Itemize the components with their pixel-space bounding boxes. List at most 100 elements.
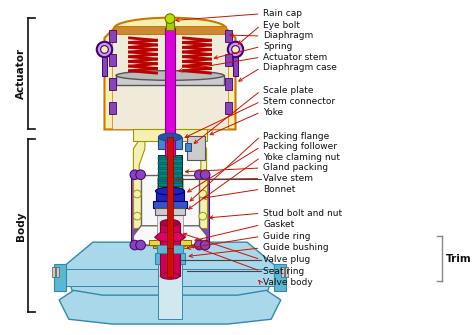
Bar xyxy=(158,177,182,180)
Ellipse shape xyxy=(114,18,226,39)
Bar xyxy=(114,26,226,34)
Circle shape xyxy=(133,190,141,198)
Ellipse shape xyxy=(155,187,184,195)
Bar xyxy=(167,248,173,277)
Ellipse shape xyxy=(160,219,180,226)
Bar xyxy=(225,103,232,114)
Bar xyxy=(158,186,182,189)
Text: Valve body: Valve body xyxy=(264,278,313,287)
Bar xyxy=(112,32,228,129)
Bar xyxy=(133,129,207,141)
Bar xyxy=(55,264,66,291)
Ellipse shape xyxy=(153,239,187,249)
Bar xyxy=(141,175,199,245)
Text: Valve stem: Valve stem xyxy=(264,174,313,183)
Bar xyxy=(153,240,187,248)
Bar xyxy=(133,175,141,228)
Bar xyxy=(149,240,191,245)
Text: Guide bushing: Guide bushing xyxy=(264,244,329,253)
Bar xyxy=(158,186,182,191)
Circle shape xyxy=(136,170,146,180)
Circle shape xyxy=(100,46,109,53)
Circle shape xyxy=(136,240,146,250)
Bar xyxy=(196,175,203,247)
Bar xyxy=(165,28,175,156)
Circle shape xyxy=(97,42,112,57)
Text: Stud bolt and nut: Stud bolt and nut xyxy=(264,209,343,218)
Polygon shape xyxy=(155,232,185,241)
Bar xyxy=(109,30,116,42)
Text: Actuator stem: Actuator stem xyxy=(264,53,328,62)
Circle shape xyxy=(228,42,243,57)
Bar xyxy=(156,178,183,240)
Bar xyxy=(185,143,191,151)
Polygon shape xyxy=(64,242,276,305)
Bar xyxy=(155,208,185,215)
Polygon shape xyxy=(59,290,281,324)
Bar xyxy=(158,155,182,189)
Text: Diaphragm case: Diaphragm case xyxy=(264,63,337,72)
Bar xyxy=(109,103,116,114)
Bar xyxy=(166,20,174,30)
Bar xyxy=(285,267,288,277)
Bar xyxy=(158,242,182,319)
Bar xyxy=(59,269,281,286)
Text: Bonnet: Bonnet xyxy=(264,185,296,194)
Bar xyxy=(187,136,205,160)
Text: Guide ring: Guide ring xyxy=(264,232,311,241)
Bar xyxy=(101,57,108,76)
Bar xyxy=(274,264,286,291)
Text: Yoke claming nut: Yoke claming nut xyxy=(264,153,340,162)
Bar xyxy=(281,267,283,277)
Bar xyxy=(160,223,180,276)
Text: Gland packing: Gland packing xyxy=(264,163,328,173)
Circle shape xyxy=(130,240,140,250)
Text: Spring: Spring xyxy=(264,42,293,51)
Bar xyxy=(158,157,182,160)
Text: Packing follower: Packing follower xyxy=(264,142,337,151)
Bar xyxy=(156,245,183,253)
Bar xyxy=(225,54,232,66)
Circle shape xyxy=(201,240,210,250)
Text: Yoke: Yoke xyxy=(264,108,283,117)
Text: Actuator: Actuator xyxy=(16,48,26,99)
Text: Eye bolt: Eye bolt xyxy=(264,21,301,30)
Ellipse shape xyxy=(116,71,224,80)
Bar xyxy=(155,253,185,264)
Text: Body: Body xyxy=(16,211,26,241)
Polygon shape xyxy=(104,28,236,129)
Circle shape xyxy=(133,212,141,220)
Bar xyxy=(158,162,182,165)
Ellipse shape xyxy=(158,133,182,141)
Circle shape xyxy=(165,14,175,23)
Bar xyxy=(158,167,182,170)
Bar xyxy=(153,201,187,208)
Text: Gasket: Gasket xyxy=(264,220,295,229)
Bar xyxy=(233,57,238,76)
Text: Valve plug: Valve plug xyxy=(264,255,310,264)
Polygon shape xyxy=(195,137,207,175)
Bar xyxy=(199,175,207,228)
Bar xyxy=(137,175,144,247)
Ellipse shape xyxy=(160,272,180,279)
Circle shape xyxy=(194,240,204,250)
Circle shape xyxy=(199,190,207,198)
Circle shape xyxy=(199,212,207,220)
Bar xyxy=(155,191,184,201)
Bar xyxy=(158,182,182,184)
Bar xyxy=(56,267,59,277)
Text: Diaphragm: Diaphragm xyxy=(264,31,314,41)
Bar xyxy=(131,175,138,247)
Polygon shape xyxy=(133,137,145,175)
Circle shape xyxy=(232,46,239,53)
Bar xyxy=(167,137,173,248)
Bar xyxy=(116,75,224,85)
Circle shape xyxy=(201,170,210,180)
Text: Stem connector: Stem connector xyxy=(264,97,336,106)
Bar xyxy=(225,78,232,90)
Text: Trim: Trim xyxy=(446,254,471,264)
Bar xyxy=(158,137,182,149)
Circle shape xyxy=(194,170,204,180)
Bar xyxy=(158,172,182,175)
Bar xyxy=(202,175,209,247)
